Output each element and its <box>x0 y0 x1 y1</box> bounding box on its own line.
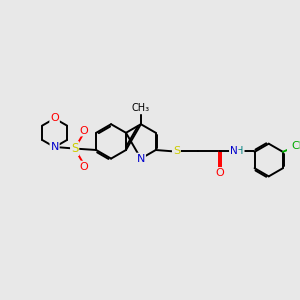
Text: N: N <box>50 142 59 152</box>
Text: O: O <box>50 113 59 124</box>
Text: S: S <box>173 146 180 156</box>
Text: CH₃: CH₃ <box>132 103 150 113</box>
Text: S: S <box>71 142 78 155</box>
Text: N: N <box>230 146 238 156</box>
Text: N: N <box>137 154 145 164</box>
Text: H: H <box>236 146 244 156</box>
Text: Cl: Cl <box>291 141 300 151</box>
Text: O: O <box>80 162 88 172</box>
Text: O: O <box>215 168 224 178</box>
Text: O: O <box>80 125 88 136</box>
